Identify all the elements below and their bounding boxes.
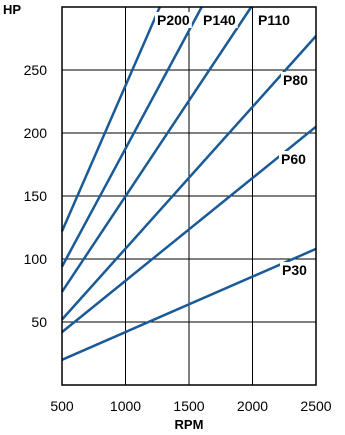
tick-labels: 500 1000 1500 2000 2500 50 100 150 200 250	[24, 62, 332, 414]
series-label-p110: P110	[258, 12, 290, 28]
x-tick-label: 1000	[110, 398, 141, 414]
series-label-bg-p200	[155, 12, 192, 28]
series-label-bg-p140	[201, 12, 238, 28]
y-tick-label: 100	[24, 251, 48, 267]
series-label-p200: P200	[157, 12, 190, 28]
y-tick-label: 200	[24, 125, 48, 141]
series-label-p80: P80	[283, 72, 308, 88]
series-line-p200	[60, 6, 161, 232]
x-tick-label: 500	[50, 398, 74, 414]
series-line-p60	[61, 125, 317, 334]
series-label-bg-p30	[280, 262, 308, 278]
y-tick-label: 150	[24, 188, 48, 204]
x-tick-label: 1500	[173, 398, 204, 414]
y-tick-label: 50	[31, 314, 47, 330]
y-tick-label: 250	[24, 62, 48, 78]
series-labels: P30 P60 P80 P110 P140 P200	[155, 12, 309, 278]
series-label-p60: P60	[281, 151, 306, 167]
series-label-p30: P30	[282, 262, 307, 278]
series-label-bg-p60	[279, 151, 307, 167]
series-label-p140: P140	[203, 12, 236, 28]
plot-frame	[61, 6, 317, 386]
series-line-p110	[60, 6, 253, 293]
series-label-bg-p110	[256, 12, 293, 28]
series-line-p140	[60, 6, 203, 268]
x-axis-title: RPM	[175, 417, 204, 432]
y-axis-title: HP	[3, 2, 21, 17]
series-lines	[60, 6, 317, 361]
x-tick-label: 2000	[237, 398, 268, 414]
series-line-p80	[61, 35, 317, 321]
series-label-bg-p80	[281, 72, 309, 88]
series-line-p30	[61, 247, 317, 361]
x-tick-label: 2500	[300, 398, 331, 414]
